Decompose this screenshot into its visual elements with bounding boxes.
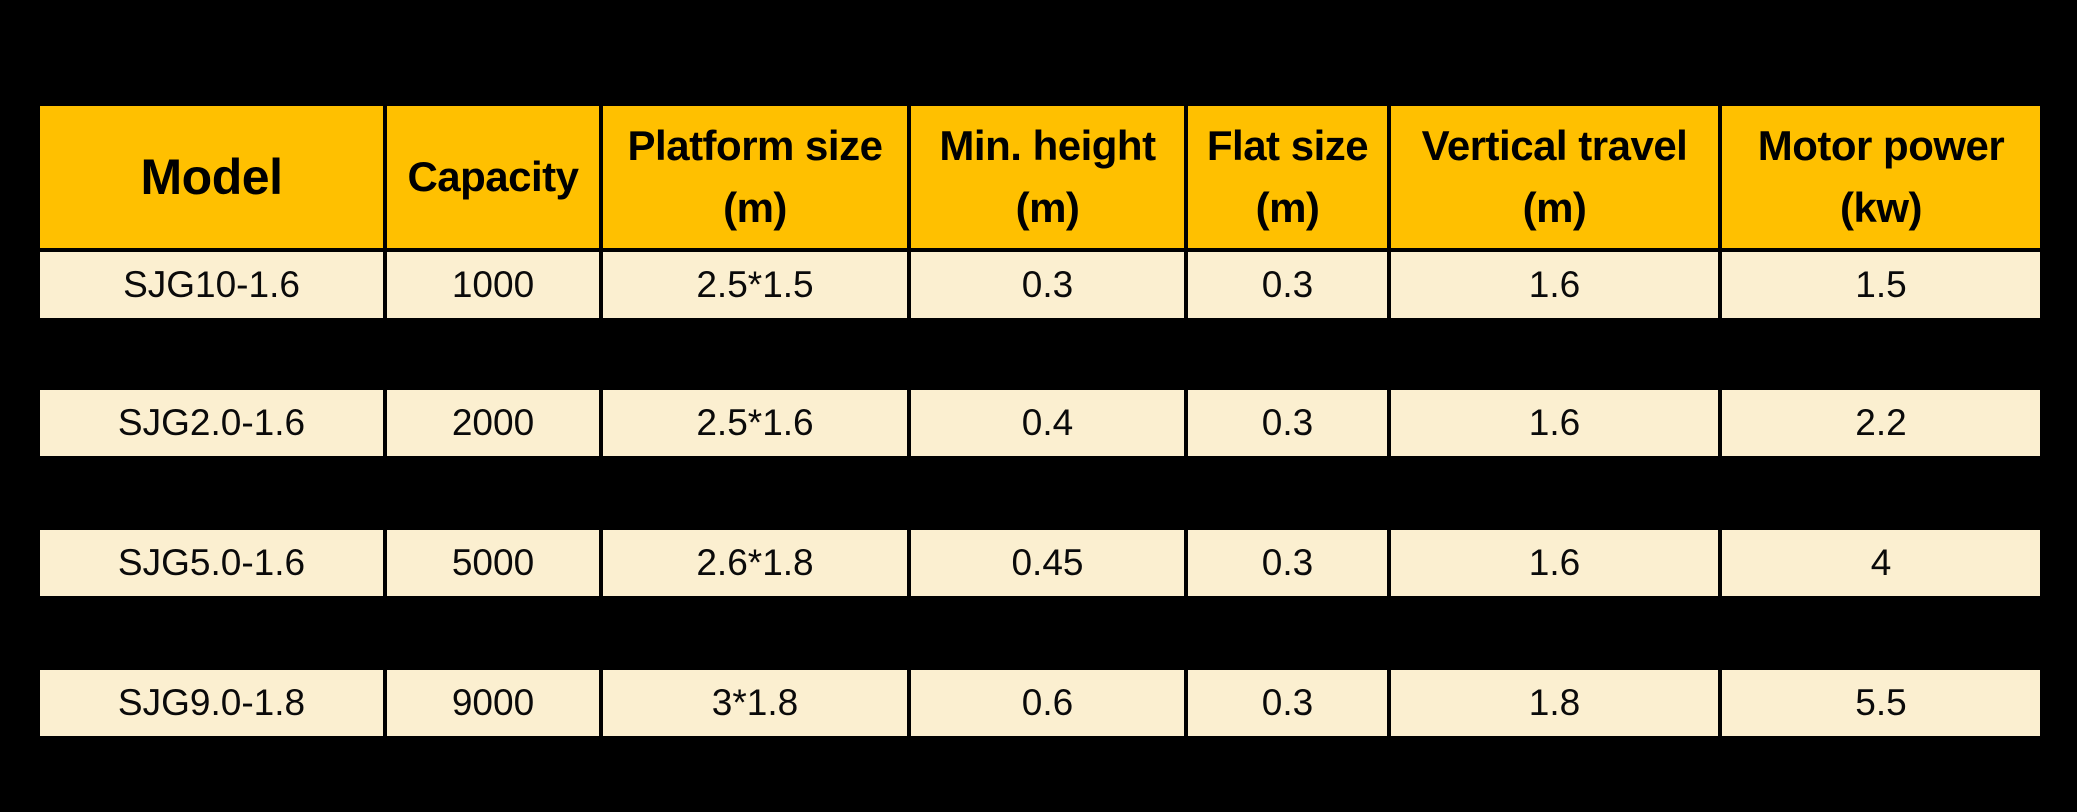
cell-platform-size: 2.5*1.5	[603, 252, 911, 318]
column-header-flat-size: Flat size (m)	[1188, 106, 1391, 248]
cell-platform-size: 3*1.8	[603, 670, 911, 736]
cell-motor-power: 4	[1722, 530, 2040, 596]
cell-vertical-travel: 1.6	[1391, 530, 1722, 596]
cell-model: SJG5.0-1.6	[40, 530, 387, 596]
column-header-model: Model	[40, 106, 387, 248]
cell-capacity: 5000	[387, 530, 603, 596]
column-header-capacity: Capacity	[387, 106, 603, 248]
table-row: SJG2.0-1.6 2000 2.5*1.6 0.4 0.3 1.6 2.2	[40, 390, 2040, 456]
cell-flat-size: 0.3	[1188, 670, 1391, 736]
cell-capacity: 1000	[387, 252, 603, 318]
cell-capacity: 9000	[387, 670, 603, 736]
cell-min-height: 0.3	[911, 252, 1188, 318]
cell-platform-size: 2.6*1.8	[603, 530, 911, 596]
cell-model: SJG9.0-1.8	[40, 670, 387, 736]
cell-platform-size: 2.5*1.6	[603, 390, 911, 456]
column-header-unit: (m)	[723, 184, 787, 231]
cell-motor-power: 1.5	[1722, 252, 2040, 318]
column-header-label: Model	[140, 149, 283, 205]
column-header-label: Capacity	[407, 153, 579, 200]
cell-flat-size: 0.3	[1188, 390, 1391, 456]
column-header-label: Flat size	[1206, 122, 1369, 169]
column-header-label: Motor power	[1757, 122, 2005, 169]
column-header-label: Platform size	[627, 122, 883, 169]
cell-model: SJG2.0-1.6	[40, 390, 387, 456]
column-header-label: Min. height	[939, 122, 1156, 169]
cell-motor-power: 5.5	[1722, 670, 2040, 736]
column-header-vertical-travel: Vertical travel (m)	[1391, 106, 1722, 248]
cell-vertical-travel: 1.8	[1391, 670, 1722, 736]
column-header-min-height: Min. height (m)	[911, 106, 1188, 248]
cell-model: SJG10-1.6	[40, 252, 387, 318]
column-header-platform-size: Platform size (m)	[603, 106, 911, 248]
cell-motor-power: 2.2	[1722, 390, 2040, 456]
table-row: SJG9.0-1.8 9000 3*1.8 0.6 0.3 1.8 5.5	[40, 670, 2040, 736]
column-header-motor-power: Motor power (kw)	[1722, 106, 2040, 248]
column-header-unit: (m)	[1015, 184, 1080, 231]
cell-min-height: 0.45	[911, 530, 1188, 596]
cell-min-height: 0.4	[911, 390, 1188, 456]
column-header-unit: (m)	[1522, 184, 1587, 231]
column-header-unit: (m)	[1255, 184, 1320, 231]
table-header-row: Model Capacity Platform size (m) Min. he…	[40, 106, 2040, 248]
cell-min-height: 0.6	[911, 670, 1188, 736]
cell-flat-size: 0.3	[1188, 530, 1391, 596]
table-row: SJG5.0-1.6 5000 2.6*1.8 0.45 0.3 1.6 4	[40, 530, 2040, 596]
table-row: SJG10-1.6 1000 2.5*1.5 0.3 0.3 1.6 1.5	[40, 252, 2040, 318]
cell-vertical-travel: 1.6	[1391, 252, 1722, 318]
spec-table: Model Capacity Platform size (m) Min. he…	[40, 106, 2040, 736]
column-header-unit: (kw)	[1840, 184, 1923, 231]
column-header-label: Vertical travel	[1421, 122, 1688, 169]
cell-flat-size: 0.3	[1188, 252, 1391, 318]
cell-capacity: 2000	[387, 390, 603, 456]
cell-vertical-travel: 1.6	[1391, 390, 1722, 456]
